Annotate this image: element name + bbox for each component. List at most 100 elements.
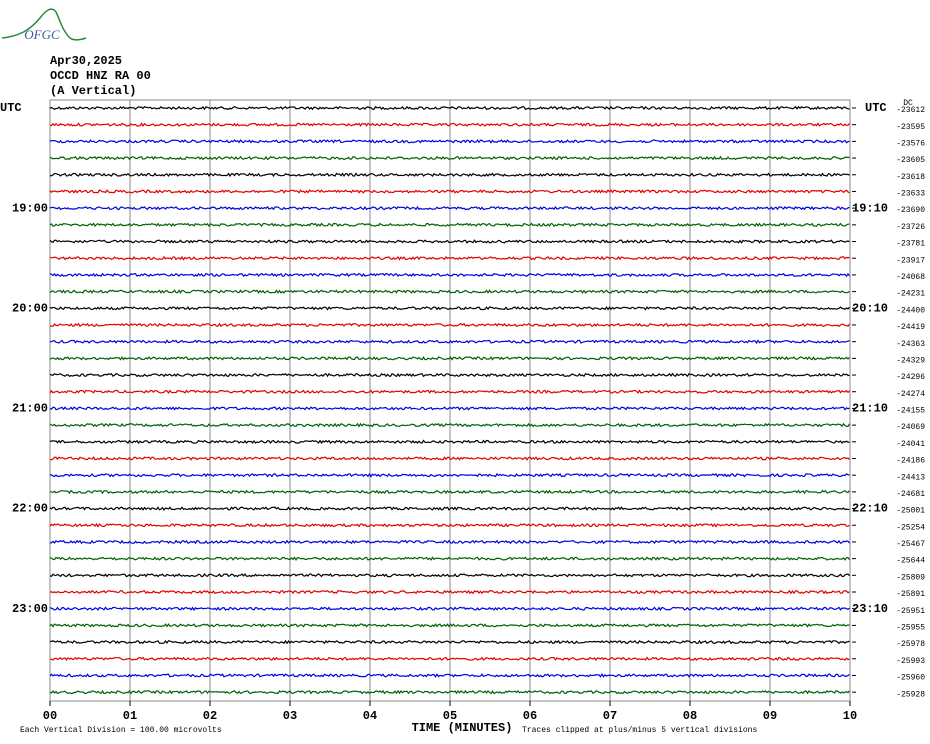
dc-offset: -25993: [896, 657, 925, 666]
dc-offset: -23605: [896, 156, 925, 165]
dc-offset: -24274: [896, 390, 925, 399]
x-tick-label: 09: [763, 709, 777, 723]
dc-offset: -23595: [896, 123, 925, 132]
left-time-label: 22:00: [12, 502, 48, 516]
trace: [49, 506, 850, 511]
x-tick-label: 03: [283, 709, 297, 723]
x-tick-label: 07: [603, 709, 617, 723]
right-time-label: 21:10: [852, 402, 888, 416]
trace: [49, 272, 850, 278]
left-time-label: UTC: [0, 101, 22, 115]
trace: [49, 189, 850, 194]
trace: [49, 372, 850, 378]
dc-offset: -25001: [896, 507, 925, 516]
dc-offset: -24400: [896, 306, 925, 315]
trace: [49, 172, 850, 178]
dc-offset: -24041: [896, 440, 925, 449]
right-time-label: 22:10: [852, 502, 888, 516]
dc-offset: -25809: [896, 573, 925, 582]
dc-offset: -25891: [896, 590, 925, 599]
trace: [49, 289, 850, 294]
trace: [49, 139, 850, 144]
trace: [49, 673, 850, 678]
dc-offset: -25644: [896, 557, 925, 566]
trace: [49, 155, 850, 161]
dc-offset: -23917: [896, 256, 925, 265]
dc-offset: -24329: [896, 356, 925, 365]
dc-offset: -24363: [896, 340, 925, 349]
trace: [49, 389, 850, 394]
trace: [49, 472, 850, 478]
logo: OFGC: [1, 8, 87, 42]
dc-offset: -25928: [896, 690, 925, 699]
trace: [49, 406, 850, 411]
dc-offset: -25955: [896, 623, 925, 632]
trace: [49, 422, 851, 428]
trace: [49, 205, 850, 211]
dc-offset: -24419: [896, 323, 925, 332]
right-time-label: 23:10: [852, 602, 888, 616]
dc-offset: -24069: [896, 423, 925, 432]
trace: [49, 239, 850, 244]
logo-curve: [1, 8, 87, 41]
x-tick-label: 06: [523, 709, 537, 723]
dc-offset: -23726: [896, 223, 925, 232]
left-time-label: 23:00: [12, 602, 48, 616]
right-time-label: UTC: [865, 101, 887, 115]
dc-offset: -25978: [896, 640, 925, 649]
dc-offset: -23618: [896, 173, 925, 182]
dc-offset: -23633: [896, 190, 925, 199]
dc-offset: -24231: [896, 290, 925, 299]
trace: [49, 439, 850, 445]
x-tick-label: 10: [843, 709, 857, 723]
x-tick-label: 04: [363, 709, 377, 723]
dc-offset: -25951: [896, 607, 925, 616]
trace: [49, 489, 850, 495]
clip-note: Traces clipped at plus/minus 5 vertical …: [522, 726, 757, 735]
station: OCCD HNZ RA 00: [50, 69, 151, 83]
trace: [49, 105, 850, 111]
trace: [49, 522, 850, 528]
component: (A Vertical): [50, 84, 136, 98]
trace: [49, 456, 850, 461]
trace: [49, 606, 850, 612]
date: Apr30,2025: [50, 54, 122, 68]
trace: [49, 255, 850, 261]
trace: [49, 339, 850, 345]
dc-offset: -23612: [896, 106, 925, 115]
x-tick-label: 00: [43, 709, 57, 723]
trace: [49, 689, 850, 695]
x-tick-label: 02: [203, 709, 217, 723]
trace: [49, 322, 850, 328]
logo-text: OFGC: [24, 27, 60, 42]
trace: [49, 573, 850, 578]
x-tick-label: 08: [683, 709, 697, 723]
left-time-label: 20:00: [12, 301, 48, 315]
trace: [49, 122, 850, 127]
dc-label: DC: [903, 99, 913, 108]
x-tick-label: 05: [443, 709, 457, 723]
right-time-label: 19:10: [852, 201, 888, 215]
trace: [49, 556, 850, 561]
dc-offset: -24155: [896, 407, 925, 416]
dc-offset: -24068: [896, 273, 925, 282]
trace: [49, 539, 850, 545]
trace: [49, 639, 850, 645]
dc-offset: -25254: [896, 523, 925, 532]
dc-offset: -25467: [896, 540, 925, 549]
dc-offset: -23576: [896, 139, 925, 148]
trace: [49, 305, 850, 311]
dc-offset: -23781: [896, 240, 925, 249]
dc-offset: -25960: [896, 674, 925, 683]
dc-offset: -23690: [896, 206, 925, 215]
dc-offset: -24681: [896, 490, 925, 499]
trace: [49, 589, 850, 595]
x-tick-label: 01: [123, 709, 137, 723]
left-time-label: 19:00: [12, 201, 48, 215]
dc-offset: -24186: [896, 457, 925, 466]
trace: [49, 222, 850, 228]
dc-offset: -24413: [896, 473, 925, 482]
dc-offset: -24296: [896, 373, 925, 382]
trace: [49, 623, 850, 628]
